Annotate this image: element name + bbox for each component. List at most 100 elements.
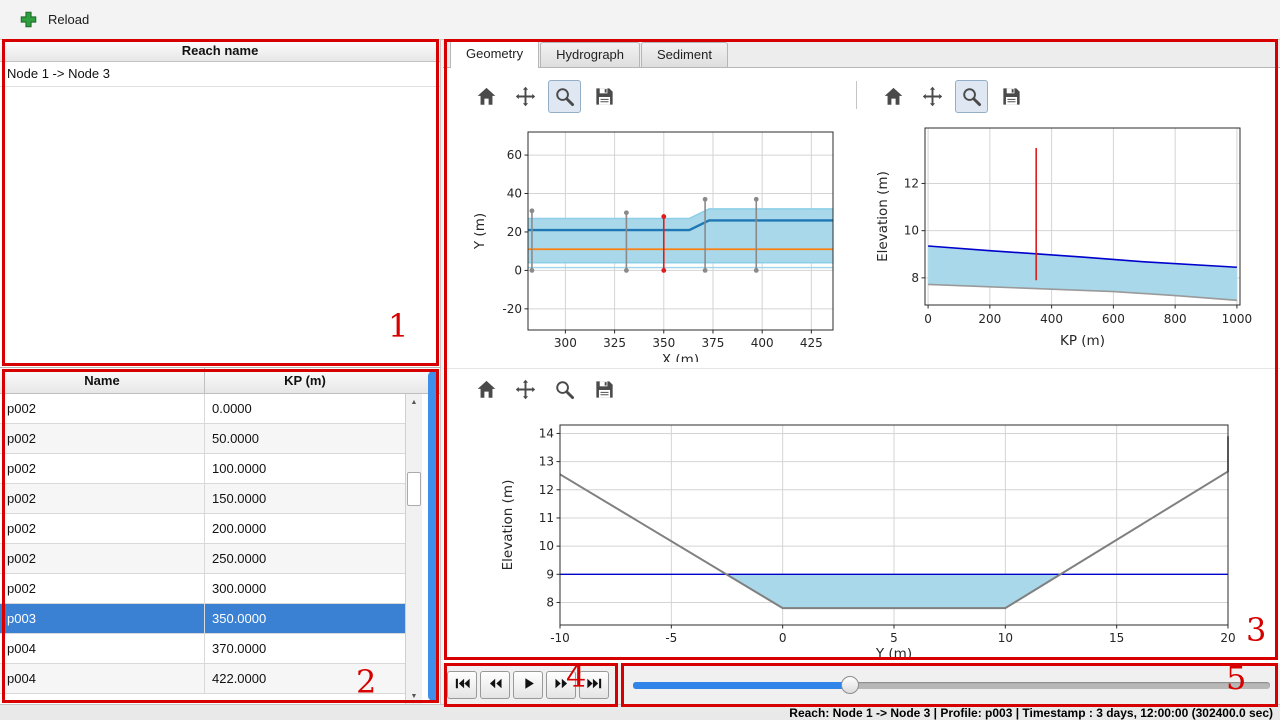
cell-profile-name: p003 (0, 604, 205, 633)
table-scrollbar[interactable]: ▲ ▼ (405, 394, 422, 704)
reach-list-item[interactable]: Node 1 -> Node 3 (0, 62, 440, 87)
cell-profile-name: p002 (0, 394, 205, 423)
svg-text:8: 8 (911, 271, 919, 285)
svg-text:375: 375 (702, 336, 725, 350)
table-row[interactable]: p002 0.0000 (0, 394, 405, 424)
tab-hydrograph[interactable]: Hydrograph (540, 42, 641, 67)
plan-save-button[interactable] (588, 80, 621, 113)
svg-text:Elevation (m): Elevation (m) (875, 171, 891, 262)
table-row[interactable]: p002 50.0000 (0, 424, 405, 454)
status-bar: Reach: Node 1 -> Node 3 | Profile: p003 … (0, 704, 1280, 720)
series-band-edge-top (528, 208, 833, 220)
profile-pan-button[interactable] (916, 80, 949, 113)
profile-zoom-button[interactable] (955, 80, 988, 113)
plan-pan-button[interactable] (509, 80, 542, 113)
plan-view-chart[interactable]: 300 325 350 375 400 425 -20 0 20 40 60 X (m) Y (m) (450, 118, 860, 362)
table-row[interactable]: p002 150.0000 (0, 484, 405, 514)
cell-profile-name: p002 (0, 454, 205, 483)
svg-text:8: 8 (546, 595, 554, 609)
tab-geometry[interactable]: Geometry (450, 40, 540, 68)
cell-kp: 422.0000 (212, 671, 267, 686)
svg-text:1000: 1000 (1222, 312, 1253, 326)
time-slider-track[interactable] (633, 682, 1270, 689)
time-slider-handle[interactable] (841, 676, 859, 694)
scrollbar-up-button[interactable]: ▲ (406, 394, 422, 410)
plan-zoom-button[interactable] (548, 80, 581, 113)
svg-text:600: 600 (1102, 312, 1125, 326)
series-left-bank (528, 219, 833, 232)
panel-scrollbar-accent[interactable] (428, 371, 438, 701)
svg-text:Y (m): Y (m) (875, 646, 912, 660)
svg-text:400: 400 (1040, 312, 1063, 326)
fast-forward-button[interactable] (546, 671, 576, 699)
series-bed-profile (928, 283, 1237, 302)
profile-save-button[interactable] (995, 80, 1028, 113)
reload-button[interactable]: Reload (20, 11, 89, 28)
long-profile-figure: 0 200 400 600 800 1000 8 10 12 KP (m) Elevation (m… (860, 110, 1270, 365)
cell-kp: 0.0000 (212, 401, 252, 416)
cell-profile-name: p004 (0, 664, 205, 693)
svg-text:14: 14 (539, 426, 554, 440)
svg-text:800: 800 (1164, 312, 1187, 326)
cell-profile-name: p004 (0, 634, 205, 663)
cell-kp: 100.0000 (212, 461, 267, 476)
save-icon (593, 378, 616, 401)
cell-kp: 150.0000 (212, 491, 267, 506)
home-icon (882, 85, 905, 108)
cross-section-figure: -10 -5 0 5 10 15 20 8 9 10 11 12 13 14 Y (m) Elevation … (450, 415, 1260, 660)
plot-content: 300 325 350 375 400 425 -20 0 20 40 60 X (m) Y (m) 0… (443, 68, 1280, 663)
plan-view-figure: 300 325 350 375 400 425 -20 0 20 40 60 X (m) Y (m) (450, 118, 860, 362)
rewind-button[interactable] (480, 671, 510, 699)
table-row[interactable]: p004 370.0000 (0, 634, 405, 664)
fast-forward-icon (552, 674, 571, 696)
plan-home-button[interactable] (470, 80, 503, 113)
svg-text:Y (m): Y (m) (472, 213, 488, 250)
cross-pan-button[interactable] (509, 373, 542, 406)
svg-text:9: 9 (546, 567, 554, 581)
play-button[interactable] (513, 671, 543, 699)
cell-kp: 370.0000 (212, 641, 267, 656)
svg-text:13: 13 (539, 455, 554, 469)
cell-profile-name: p002 (0, 544, 205, 573)
profile-home-button[interactable] (877, 80, 910, 113)
table-row[interactable]: p004 422.0000 (0, 664, 405, 694)
tab-sediment[interactable]: Sediment (641, 42, 728, 67)
column-header-kp[interactable]: KP (m) (284, 373, 326, 388)
svg-text:325: 325 (603, 336, 626, 350)
table-row[interactable]: p002 200.0000 (0, 514, 405, 544)
pan-icon (921, 85, 944, 108)
top-toolbar: Reload (0, 0, 1280, 40)
cross-zoom-button[interactable] (548, 373, 581, 406)
long-profile-chart[interactable]: 0 200 400 600 800 1000 8 10 12 KP (m) Elevation (m… (860, 110, 1270, 365)
cell-kp: 200.0000 (212, 521, 267, 536)
svg-text:300: 300 (554, 336, 577, 350)
svg-text:10: 10 (539, 539, 554, 553)
table-row[interactable]: p003 350.0000 (0, 604, 405, 634)
up-arrow-icon: ▲ (410, 398, 418, 406)
svg-text:KP (m): KP (m) (1060, 333, 1105, 349)
profile-table-header: Name KP (m) (0, 368, 440, 394)
svg-text:10: 10 (998, 631, 1013, 645)
skip-to-start-button[interactable] (447, 671, 477, 699)
cross-home-button[interactable] (470, 373, 503, 406)
toolbar-separator (856, 81, 857, 109)
home-icon (475, 85, 498, 108)
table-row[interactable]: p002 100.0000 (0, 454, 405, 484)
column-header-name[interactable]: Name (0, 368, 205, 393)
save-icon (593, 85, 616, 108)
skip-end-icon (585, 674, 604, 696)
table-row[interactable]: p002 300.0000 (0, 574, 405, 604)
svg-text:425: 425 (800, 336, 823, 350)
skip-to-end-button[interactable] (579, 671, 609, 699)
pan-icon (514, 378, 537, 401)
scrollbar-down-button[interactable]: ▼ (406, 688, 422, 704)
pan-icon (514, 85, 537, 108)
svg-text:0: 0 (924, 312, 932, 326)
svg-text:-10: -10 (550, 631, 570, 645)
cross-section-chart[interactable]: -10 -5 0 5 10 15 20 8 9 10 11 12 13 14 Y (m) Elevation … (450, 415, 1260, 660)
svg-text:-20: -20 (502, 302, 522, 316)
cross-save-button[interactable] (588, 373, 621, 406)
scrollbar-thumb[interactable] (407, 472, 421, 506)
table-row[interactable]: p002 250.0000 (0, 544, 405, 574)
